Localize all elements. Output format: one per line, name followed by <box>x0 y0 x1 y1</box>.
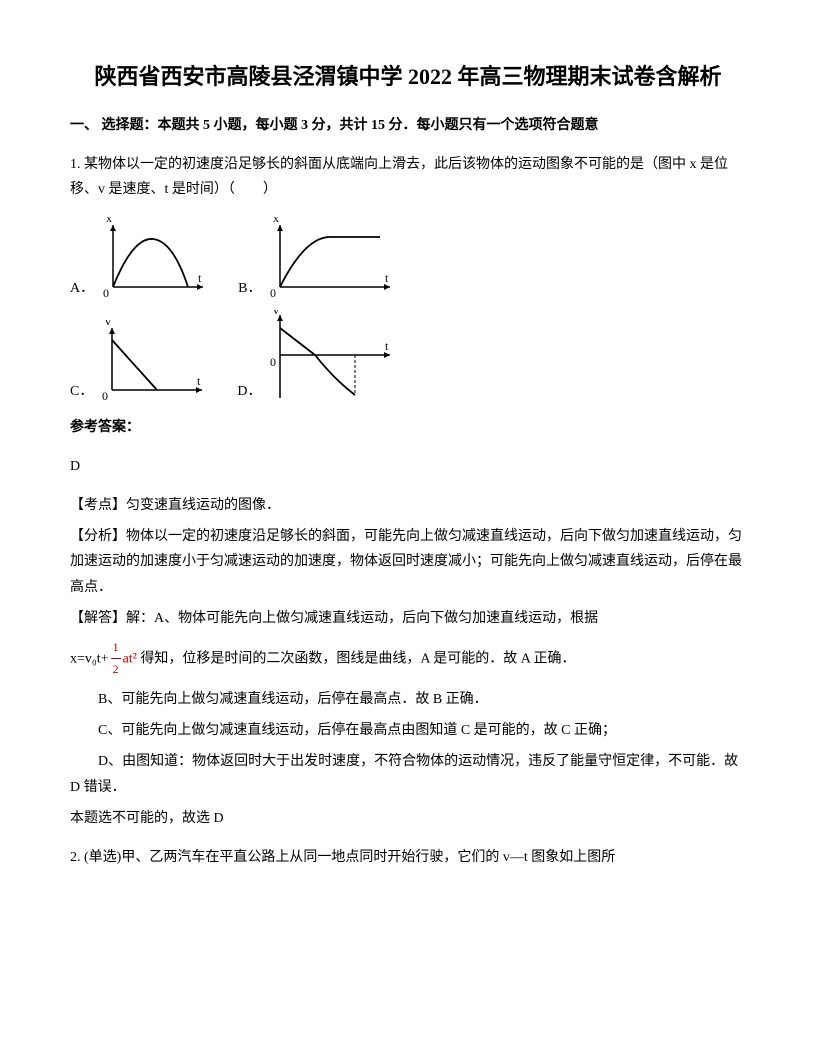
fenxi-label: 【分析】 <box>70 529 126 544</box>
option-d: D． v t 0 <box>237 310 395 405</box>
graph-d: v t 0 <box>265 310 395 405</box>
graph-c-xlabel: t <box>197 374 201 388</box>
page-title: 陕西省西安市高陵县泾渭镇中学 2022 年高三物理期末试卷含解析 <box>70 60 746 93</box>
graph-c: v t 0 <box>97 320 207 405</box>
question-1: 1. 某物体以一定的初速度沿足够长的斜面从底端向上滑去，此后该物体的运动图象不可… <box>70 152 746 831</box>
formula-prefix: x=v₀t+ <box>70 651 109 666</box>
jieda-b: B、可能先向上做匀减速直线运动，后停在最高点．故 B 正确． <box>70 687 746 712</box>
graph-c-origin: 0 <box>102 389 108 403</box>
graph-b-origin: 0 <box>270 286 276 300</box>
options-row-1: A． x t 0 B． x t 0 <box>70 217 746 302</box>
option-c: C． v t 0 <box>70 320 207 405</box>
jieda-intro-row: 【解答】解：A、物体可能先向上做匀减速直线运动，后向下做匀加速直线运动，根据 <box>70 606 746 631</box>
jieda-a-rest: 得知，位移是时间的二次函数，图线是曲线，A 是可能的．故 A 正确． <box>137 651 576 666</box>
fenxi-text: 物体以一定的初速度沿足够长的斜面，可能先向上做匀减速直线运动，后向下做匀加速直线… <box>70 529 742 594</box>
graph-d-ylabel: v <box>273 310 279 317</box>
graph-b-ylabel: x <box>273 217 279 225</box>
graph-a-xlabel: t <box>198 271 202 285</box>
fraction-icon: 12 <box>111 637 121 681</box>
question-1-text: 1. 某物体以一定的初速度沿足够长的斜面从底端向上滑去，此后该物体的运动图象不可… <box>70 152 746 202</box>
graph-d-origin: 0 <box>270 355 276 369</box>
section-header: 一、 选择题：本题共 5 小题，每小题 3 分，共计 15 分．每小题只有一个选… <box>70 113 746 138</box>
fenxi-row: 【分析】物体以一定的初速度沿足够长的斜面，可能先向上做匀减速直线运动，后向下做匀… <box>70 524 746 600</box>
jieda-intro: 解：A、物体可能先向上做匀减速直线运动，后向下做匀加速直线运动，根据 <box>126 611 598 626</box>
option-a-label: A． <box>70 276 94 301</box>
question-2: 2. (单选)甲、乙两汽车在平直公路上从同一地点同时开始行驶，它们的 v—t 图… <box>70 845 746 870</box>
graph-b: x t 0 <box>265 217 395 302</box>
options-row-2: C． v t 0 D． v t 0 <box>70 310 746 405</box>
question-2-text: 2. (单选)甲、乙两汽车在平直公路上从同一地点同时开始行驶，它们的 v—t 图… <box>70 845 746 870</box>
option-b: B． x t 0 <box>238 217 395 302</box>
jieda-label: 【解答】 <box>70 611 126 626</box>
graph-c-ylabel: v <box>105 320 111 328</box>
analysis-block: 【考点】匀变速直线运动的图像． 【分析】物体以一定的初速度沿足够长的斜面，可能先… <box>70 493 746 831</box>
jieda-d: D、由图知道：物体返回时大于出发时速度，不符合物体的运动情况，违反了能量守恒定律… <box>70 749 746 799</box>
graph-b-xlabel: t <box>385 271 389 285</box>
graph-a-origin: 0 <box>103 286 109 300</box>
option-b-label: B． <box>238 276 261 301</box>
kaodian-text: 匀变速直线运动的图像． <box>126 498 280 513</box>
kaodian-label: 【考点】 <box>70 498 126 513</box>
jieda-c: C、可能先向上做匀减速直线运动，后停在最高点由图知道 C 是可能的，故 C 正确… <box>70 718 746 743</box>
option-d-label: D． <box>237 379 261 404</box>
jieda-conclusion: 本题选不可能的，故选 D <box>70 806 746 831</box>
frac-den: 2 <box>111 659 121 681</box>
formula-suffix: at² <box>123 651 137 666</box>
option-c-label: C． <box>70 379 93 404</box>
answer-value: D <box>70 454 746 479</box>
jieda-formula-row: x=v₀t+12at² 得知，位移是时间的二次函数，图线是曲线，A 是可能的．故… <box>70 637 746 681</box>
option-a: A． x t 0 <box>70 217 208 302</box>
frac-num: 1 <box>111 637 121 660</box>
graph-a: x t 0 <box>98 217 208 302</box>
answer-label: 参考答案： <box>70 415 746 440</box>
kaodian-row: 【考点】匀变速直线运动的图像． <box>70 493 746 518</box>
graph-a-ylabel: x <box>106 217 112 225</box>
graph-d-xlabel: t <box>385 339 389 353</box>
